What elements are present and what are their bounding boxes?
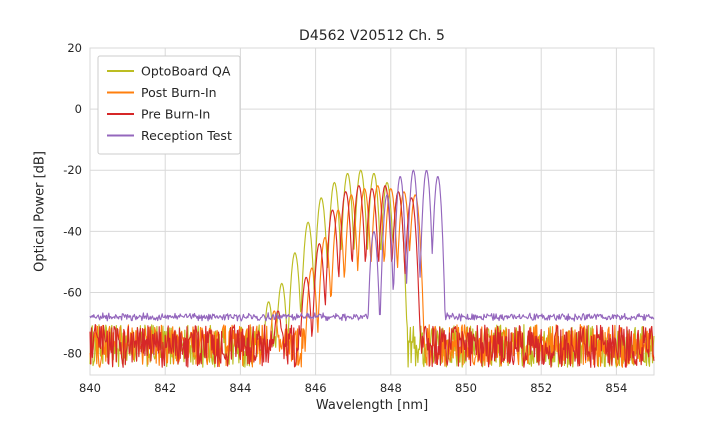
legend-item-post-burn-in: Post Burn-In <box>107 85 217 100</box>
legend-label: Reception Test <box>141 128 232 143</box>
x-axis-label: Wavelength [nm] <box>315 398 429 413</box>
svg-text:842: 842 <box>154 381 176 395</box>
svg-text:846: 846 <box>305 381 327 395</box>
chart-title: D4562 V20512 Ch. 5 <box>299 28 445 44</box>
legend-item-pre-burn-in: Pre Burn-In <box>107 107 210 122</box>
legend-label: Post Burn-In <box>141 85 217 100</box>
svg-text:-80: -80 <box>63 347 82 361</box>
svg-text:854: 854 <box>605 381 627 395</box>
tick-labels: 840 842 844 846 848 850 852 854 20 0 -20 -40 -60 -80 <box>63 41 627 395</box>
series-reception-test <box>89 169 655 322</box>
svg-text:844: 844 <box>229 381 251 395</box>
svg-text:0: 0 <box>75 102 82 116</box>
svg-text:-60: -60 <box>63 286 82 300</box>
legend-box <box>97 55 241 155</box>
plot-border <box>89 47 655 376</box>
legend-label: OptoBoard QA <box>141 64 231 79</box>
legend: OptoBoard QA Post Burn-In Pre Burn-In Recep… <box>97 55 241 155</box>
svg-text:852: 852 <box>530 381 552 395</box>
svg-text:-40: -40 <box>63 224 82 238</box>
svg-text:-20: -20 <box>63 163 82 177</box>
y-axis-label: Optical Power [dB] <box>32 151 48 272</box>
series-pre-burn-in <box>89 185 655 368</box>
svg-text:840: 840 <box>79 381 101 395</box>
svg-text:20: 20 <box>67 41 82 55</box>
legend-item-reception-test: Reception Test <box>107 128 232 143</box>
legend-label: Pre Burn-In <box>141 107 210 122</box>
svg-text:850: 850 <box>455 381 477 395</box>
legend-item-optoboard-qa: OptoBoard QA <box>107 64 231 79</box>
svg-text:848: 848 <box>380 381 402 395</box>
